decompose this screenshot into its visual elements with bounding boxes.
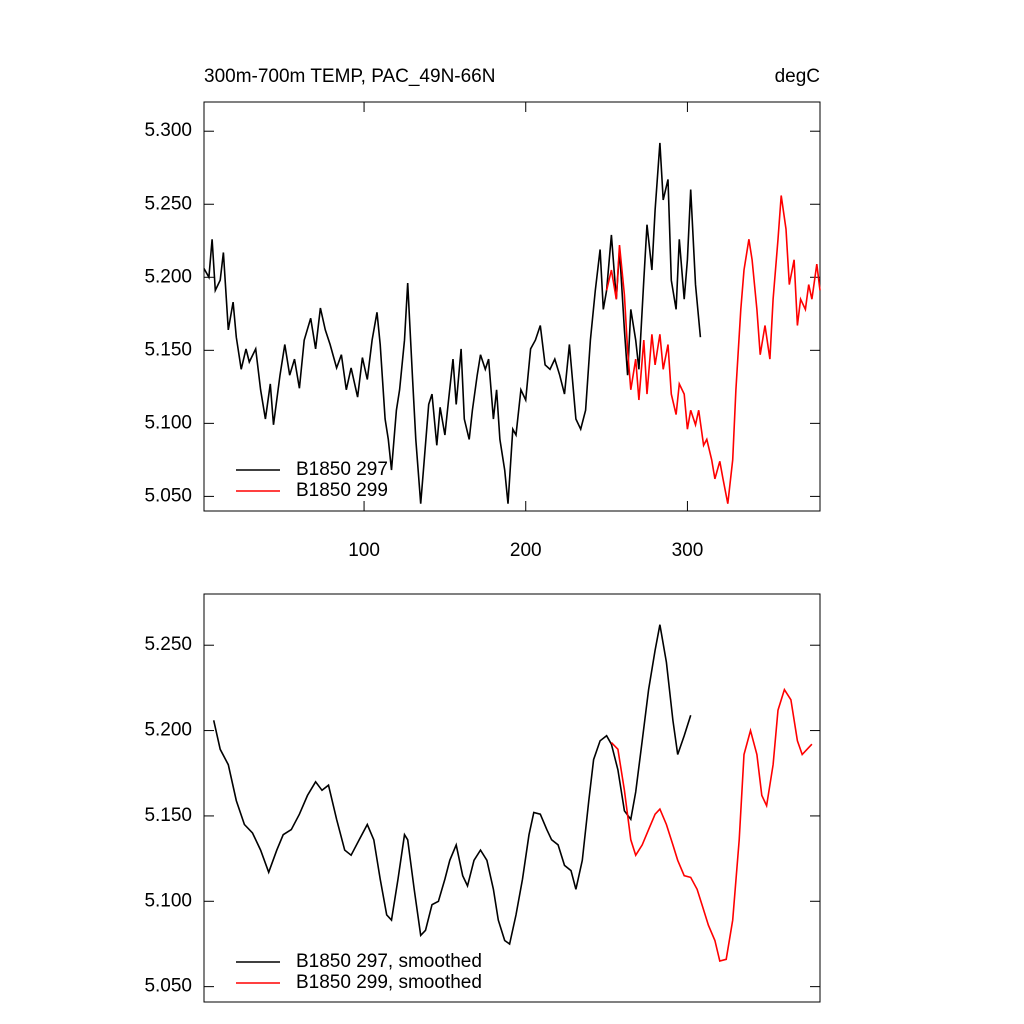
legend-label: B1850 297 — [296, 459, 388, 480]
y-tick-label: 5.200 — [144, 266, 192, 287]
y-tick-label: 5.250 — [144, 634, 192, 655]
x-tick-label: 100 — [348, 540, 380, 561]
y-tick-label: 5.100 — [144, 890, 192, 911]
plot-frame — [203, 593, 821, 1003]
y-tick-label: 5.200 — [144, 720, 192, 741]
legend-label: B1850 297, smoothed — [296, 951, 482, 972]
x-tick-label: 300 — [672, 540, 704, 561]
plot-frame — [203, 101, 821, 512]
legend-label: B1850 299 — [296, 480, 388, 501]
y-tick-label: 5.100 — [144, 412, 192, 433]
y-tick-label: 5.050 — [144, 976, 192, 997]
y-tick-label: 5.150 — [144, 339, 192, 360]
y-tick-label: 5.050 — [144, 485, 192, 506]
series-line — [610, 687, 813, 962]
x-tick-label: 200 — [510, 540, 542, 561]
series-line — [203, 142, 702, 504]
chart-title: 300m-700m TEMP, PAC_49N-66N — [204, 66, 495, 87]
y-tick-label: 5.150 — [144, 805, 192, 826]
y-tick-label: 5.250 — [144, 193, 192, 214]
units-label: degC — [775, 66, 820, 87]
y-tick-label: 5.300 — [144, 120, 192, 141]
series-line — [212, 624, 692, 946]
series-line — [605, 195, 821, 504]
legend-label: B1850 299, smoothed — [296, 972, 482, 993]
